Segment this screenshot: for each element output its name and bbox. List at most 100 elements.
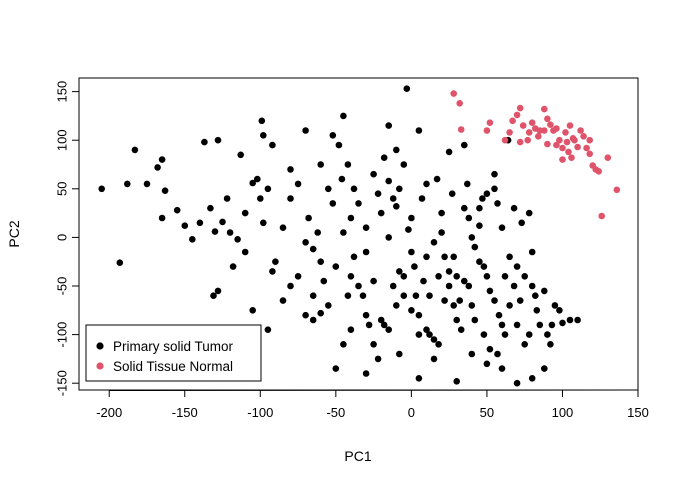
- tumor-point: [370, 277, 377, 285]
- tumor-point: [418, 195, 426, 202]
- tumor-point: [374, 190, 382, 197]
- tumor-point: [237, 151, 244, 159]
- normal-point: [553, 125, 560, 132]
- normal-point: [565, 148, 572, 156]
- tumor-point: [260, 219, 267, 227]
- tumor-point: [445, 268, 453, 275]
- normal-point: [524, 136, 531, 144]
- tumor-point: [201, 138, 208, 146]
- normal-point: [528, 119, 536, 126]
- tumor-point: [430, 239, 438, 246]
- tumor-point: [362, 311, 370, 319]
- normal-point: [613, 186, 621, 194]
- tumor-point: [317, 258, 325, 266]
- tumor-point: [350, 185, 358, 193]
- tumor-point: [158, 214, 166, 222]
- tumor-point: [320, 277, 328, 285]
- legend-label-tumor: Primary solid Tumor: [113, 339, 234, 354]
- tumor-point: [566, 316, 574, 324]
- tumor-point: [461, 204, 468, 212]
- tumor-point: [476, 258, 483, 266]
- tumor-point: [305, 214, 312, 222]
- tumor-point: [498, 321, 506, 329]
- tumor-point: [574, 316, 581, 324]
- tumor-point: [521, 341, 528, 348]
- tumor-point: [533, 307, 541, 314]
- normal-point: [604, 154, 612, 161]
- tumor-point: [408, 307, 415, 314]
- tumor-point: [480, 331, 488, 338]
- normal-point: [586, 150, 593, 158]
- tumor-point: [350, 253, 358, 261]
- tumor-point: [495, 311, 503, 319]
- tumor-point: [528, 248, 536, 256]
- normal-point: [568, 154, 575, 161]
- tumor-point: [494, 350, 501, 358]
- tumor-point: [340, 112, 347, 120]
- tumor-point: [541, 287, 548, 295]
- tumor-point: [279, 297, 287, 304]
- tumor-point: [370, 341, 377, 348]
- tumor-point: [415, 311, 423, 319]
- tumor-point: [498, 224, 506, 231]
- normal-point: [509, 117, 516, 125]
- tumor-point: [302, 311, 309, 319]
- y-axis-title: PC2: [6, 220, 22, 247]
- tumor-point: [396, 185, 403, 193]
- tumor-point: [309, 316, 317, 324]
- tumor-point: [547, 341, 554, 348]
- tumor-point: [513, 321, 521, 329]
- tumor-point: [430, 336, 438, 343]
- tumor-point: [486, 345, 494, 353]
- tumor-point: [260, 132, 267, 139]
- x-tick-label: -200: [96, 405, 122, 420]
- tumor-point: [483, 360, 491, 368]
- tumor-point: [302, 127, 309, 134]
- normal-point: [513, 111, 521, 119]
- tumor-point: [506, 302, 513, 309]
- legend: Primary solid Tumor Solid Tissue Normal: [85, 324, 262, 382]
- tumor-point: [389, 282, 397, 290]
- tumor-point: [435, 273, 442, 280]
- tumor-point: [423, 326, 430, 334]
- tumor-point: [491, 297, 498, 304]
- tumor-point: [400, 292, 408, 300]
- tumor-point: [426, 292, 433, 300]
- normal-point: [457, 126, 465, 133]
- tumor-point: [556, 307, 563, 314]
- tumor-point: [393, 203, 400, 210]
- tumor-point: [347, 214, 355, 222]
- normal-point: [544, 140, 551, 148]
- tumor-point: [229, 263, 237, 270]
- normal-point: [501, 136, 509, 144]
- tumor-point: [453, 316, 461, 324]
- tumor-point: [317, 309, 325, 317]
- tumor-point: [453, 378, 461, 385]
- tumor-point: [506, 253, 513, 261]
- tumor-point: [480, 263, 488, 270]
- tumor-point: [532, 292, 539, 300]
- normal-point: [547, 121, 554, 128]
- tumor-point: [426, 331, 433, 338]
- tumor-point: [340, 229, 347, 236]
- tumor-point: [249, 179, 256, 187]
- tumor-point: [438, 229, 445, 236]
- tumor-point: [214, 136, 222, 144]
- y-tick-label: 0: [55, 234, 70, 241]
- tumor-point: [423, 180, 430, 188]
- tumor-point: [241, 248, 249, 256]
- tumor-point: [471, 243, 479, 251]
- tumor-point: [445, 282, 453, 290]
- tumor-point: [403, 85, 411, 92]
- tumor-point: [287, 282, 294, 290]
- tumor-point: [257, 195, 264, 202]
- tumor-point: [362, 224, 370, 231]
- tumor-point: [453, 273, 461, 280]
- x-axis: -200 -150 -100 -50 0 50 100 150: [96, 389, 649, 420]
- tumor-point: [423, 253, 430, 261]
- normal-point: [525, 129, 533, 136]
- tumor-point: [377, 316, 385, 324]
- tumor-point: [309, 245, 317, 253]
- tumor-point: [385, 326, 393, 334]
- tumor-point: [461, 277, 468, 285]
